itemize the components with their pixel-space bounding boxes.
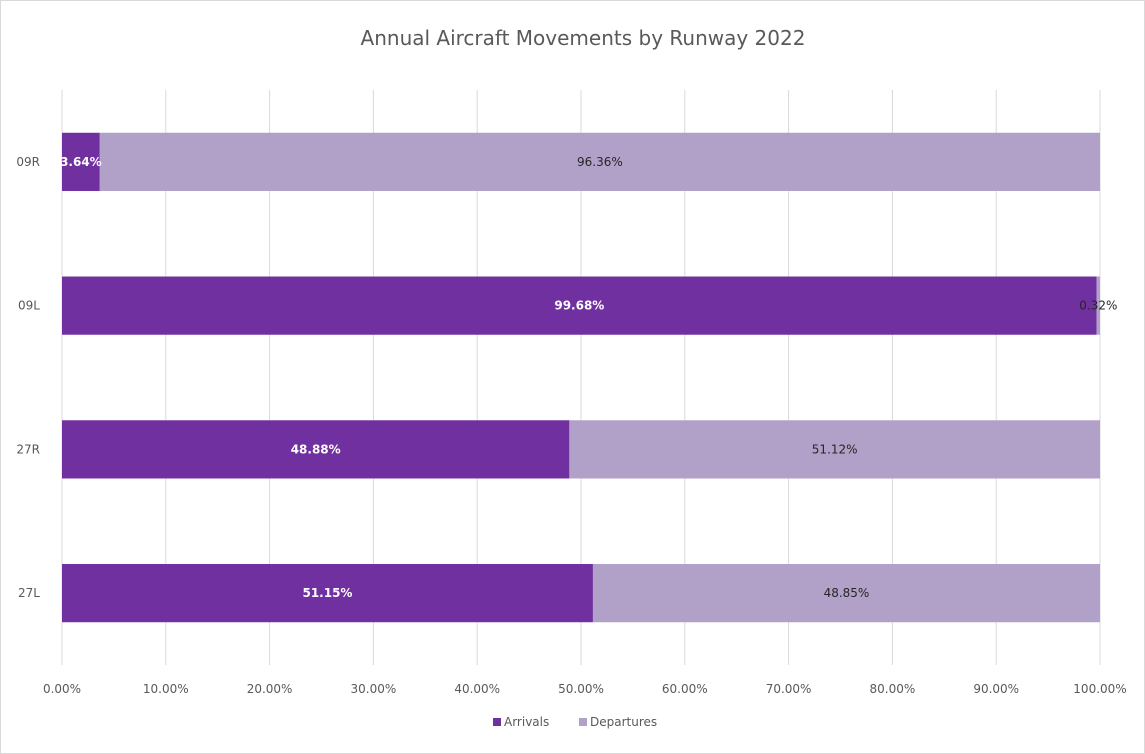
x-tick-label: 80.00% <box>870 682 916 696</box>
y-axis: 09R 09L 27R 27L <box>16 155 40 600</box>
bar-departures <box>592 564 1100 623</box>
data-label: 51.12% <box>812 442 858 456</box>
data-label: 99.68% <box>554 299 604 313</box>
bar-departures <box>569 420 1100 479</box>
bar-departures <box>99 132 1100 191</box>
data-label: 0.32% <box>1079 299 1117 313</box>
x-tick-label: 70.00% <box>766 682 812 696</box>
bar-arrivals <box>62 420 570 479</box>
y-category-label: 27L <box>18 586 40 600</box>
data-label: 3.64% <box>60 155 102 169</box>
chart-title: Annual Aircraft Movements by Runway 2022 <box>361 26 806 50</box>
y-category-label: 09L <box>18 299 40 313</box>
data-label: 48.85% <box>824 586 870 600</box>
x-tick-label: 50.00% <box>558 682 604 696</box>
x-tick-label: 0.00% <box>43 682 81 696</box>
x-tick-label: 20.00% <box>247 682 293 696</box>
legend-swatch-arrivals <box>493 718 501 726</box>
data-labels: 3.64% 96.36% 99.68% 0.32% 48.88% 51.12% 51.15%… <box>60 155 1117 600</box>
legend-label-departures: Departures <box>590 715 657 729</box>
y-category-label: 09R <box>16 155 40 169</box>
x-tick-label: 100.00% <box>1073 682 1126 696</box>
x-tick-label: 40.00% <box>454 682 500 696</box>
bar-arrivals <box>62 564 593 623</box>
bar-arrivals <box>62 276 1097 335</box>
bar-arrivals <box>62 132 100 191</box>
x-tick-label: 60.00% <box>662 682 708 696</box>
x-tick-label: 10.00% <box>143 682 189 696</box>
data-label: 48.88% <box>291 442 341 456</box>
y-category-label: 27R <box>16 442 40 456</box>
data-label: 51.15% <box>302 586 352 600</box>
legend-swatch-departures <box>579 718 587 726</box>
x-tick-label: 30.00% <box>351 682 397 696</box>
data-label: 96.36% <box>577 155 623 169</box>
x-axis: 0.00% 10.00% 20.00% 30.00% 40.00% 50.00% 60.00… <box>43 682 1127 696</box>
bar-departures <box>1096 276 1100 335</box>
bars <box>62 132 1100 623</box>
legend-label-arrivals: Arrivals <box>504 715 549 729</box>
x-tick-label: 90.00% <box>973 682 1019 696</box>
legend: Arrivals Departures <box>493 715 657 729</box>
